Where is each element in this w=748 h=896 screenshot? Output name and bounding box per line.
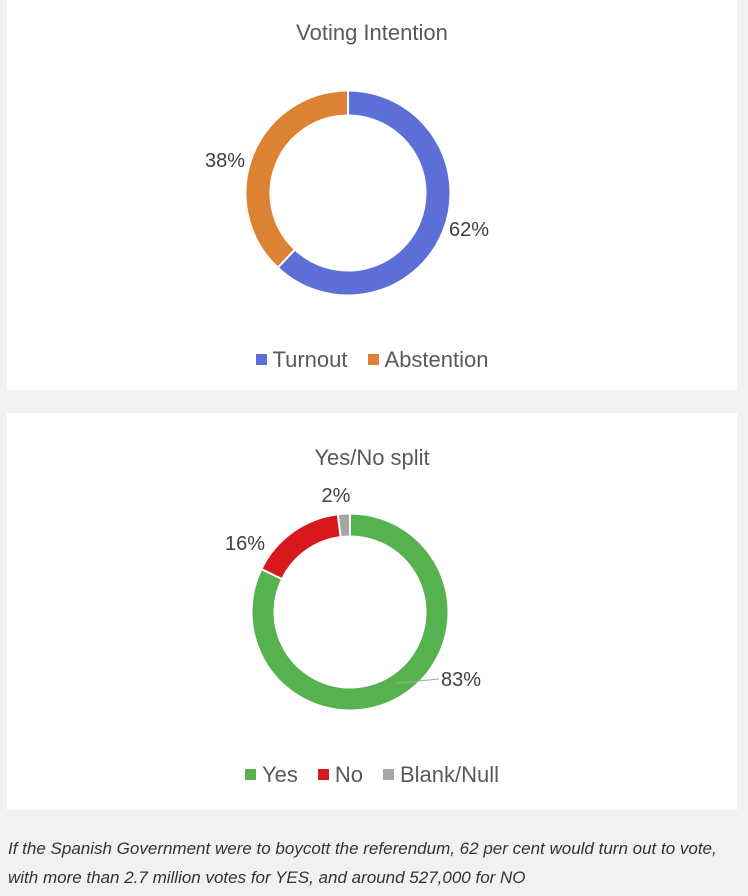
chart-title: Voting Intention <box>296 20 448 45</box>
legend-swatch <box>367 354 379 365</box>
article-caption: If the Spanish Government were to boycot… <box>8 839 717 887</box>
legend-item: Abstention <box>367 347 489 373</box>
chart-legend: Turnout Abstention <box>7 347 737 373</box>
donut-slice-abstention <box>246 91 349 267</box>
donut-slice-turnout <box>278 91 450 295</box>
chart-legend: Yes No Blank/Null <box>7 762 737 788</box>
legend-label: Turnout <box>272 347 348 372</box>
data-label: 83% <box>441 669 481 691</box>
voting-intention-panel: Voting Intention 62% 38% Turnout Abstentio… <box>7 0 737 390</box>
legend-swatch <box>244 769 256 780</box>
legend-label: Blank/Null <box>399 762 500 787</box>
data-label: 62% <box>449 219 489 241</box>
donut-slice-no <box>262 515 341 579</box>
data-label: 2% <box>322 485 351 507</box>
legend-swatch <box>317 769 329 780</box>
data-label: 16% <box>225 533 265 555</box>
yes-no-split-panel: Yes/No split 83% 16% 2% Yes No Blank/Null <box>7 413 737 810</box>
voting-intention-donut: 62% 38% <box>205 90 489 295</box>
slice-separator <box>277 248 296 269</box>
donut-slice-yes <box>252 514 448 710</box>
data-label: 38% <box>205 150 245 172</box>
donut-slice-blank-null <box>337 514 351 537</box>
slice-separator <box>336 514 342 538</box>
legend-label: Abstention <box>384 347 489 372</box>
legend-label: Yes <box>261 762 298 787</box>
legend-item: Yes <box>244 762 298 788</box>
legend-item: Blank/Null <box>382 762 500 788</box>
slice-separator <box>260 568 283 580</box>
yes-no-split-donut: 83% 16% 2% <box>225 485 481 710</box>
legend-item: Turnout <box>255 347 348 373</box>
label-leader-line <box>396 678 440 684</box>
legend-item: No <box>317 762 363 788</box>
legend-swatch <box>255 354 267 365</box>
legend-label: No <box>334 762 363 787</box>
chart-title: Yes/No split <box>314 445 430 470</box>
legend-swatch <box>382 769 394 780</box>
